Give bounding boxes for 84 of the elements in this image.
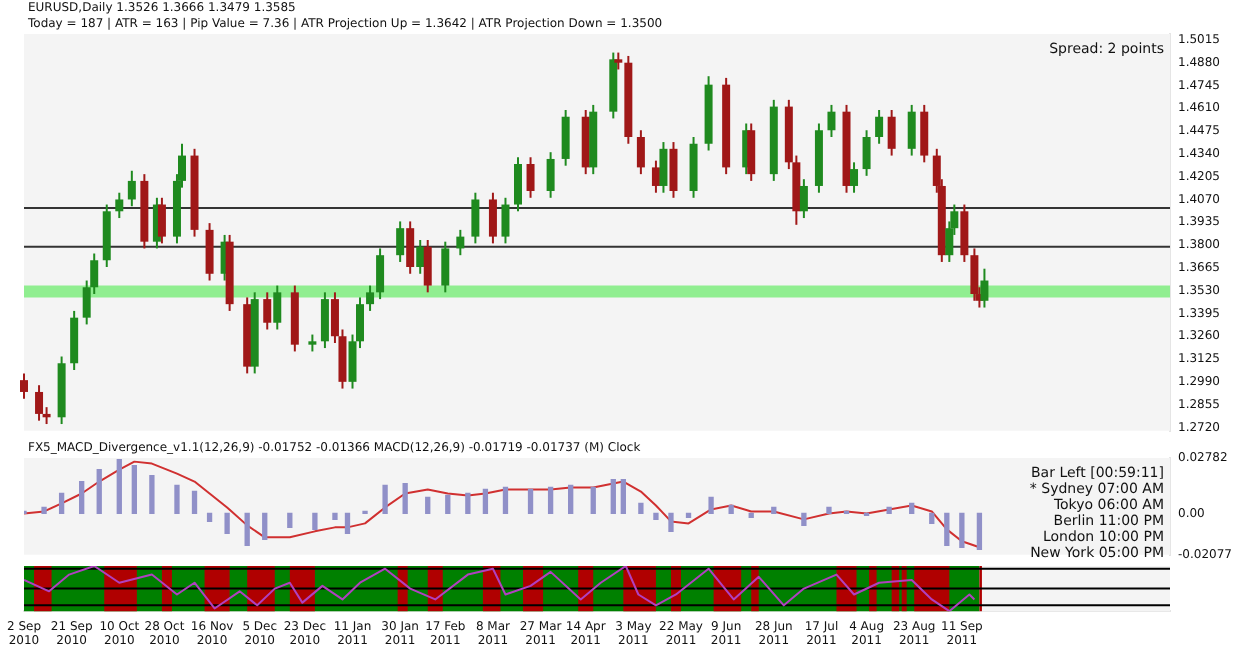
bar [909, 502, 915, 515]
candlestick [471, 191, 480, 245]
candlestick [920, 103, 929, 164]
candlestick [127, 169, 136, 208]
candlestick [747, 122, 756, 182]
candlestick [799, 178, 808, 220]
candlestick [960, 203, 969, 263]
bar [116, 458, 122, 515]
candlestick [35, 384, 44, 422]
bar [801, 512, 807, 527]
bar [527, 488, 534, 515]
bar [191, 490, 198, 515]
candlestick [157, 196, 166, 245]
bar [402, 482, 408, 515]
candlestick [561, 108, 570, 167]
bar [590, 486, 596, 515]
bar [668, 512, 674, 533]
bar [482, 488, 489, 515]
bar [58, 492, 65, 515]
bar [929, 512, 935, 525]
bar [638, 502, 644, 515]
candlestick [456, 228, 465, 257]
candlestick [441, 240, 450, 294]
bar [149, 474, 155, 515]
candlestick [887, 108, 896, 157]
candlestick [20, 372, 28, 400]
bar [41, 506, 47, 515]
bar [287, 512, 293, 529]
candlestick [526, 156, 535, 199]
bar [771, 506, 777, 515]
bar [568, 484, 574, 515]
candlestick [376, 247, 385, 301]
candlestick [320, 291, 329, 350]
bar [653, 512, 659, 521]
bar [244, 512, 250, 546]
candlestick [669, 141, 678, 199]
candlestick [546, 151, 555, 199]
bar [959, 512, 965, 548]
bar [79, 480, 85, 515]
candlestick [366, 284, 375, 312]
bar [425, 496, 431, 515]
bar [445, 494, 451, 515]
bar [332, 512, 338, 521]
bar [502, 486, 509, 515]
candlestick [115, 191, 124, 220]
bar [344, 512, 351, 534]
candlestick [205, 222, 214, 282]
candlestick [263, 291, 272, 331]
bar [708, 496, 714, 515]
candlestick [850, 161, 859, 194]
candlestick [70, 309, 79, 372]
bar [826, 506, 832, 515]
candlestick [907, 103, 916, 157]
candlestick [501, 196, 510, 245]
bar [976, 512, 983, 550]
bar [610, 478, 616, 515]
bar [465, 492, 471, 515]
bar [262, 512, 268, 540]
bar [174, 484, 180, 515]
bar [206, 512, 213, 523]
candlestick [488, 191, 497, 245]
bar [728, 504, 734, 515]
candlestick [416, 239, 425, 275]
candlestick [689, 136, 698, 199]
bar [944, 512, 950, 546]
candlestick [659, 141, 668, 194]
bar [312, 512, 318, 531]
candlestick [636, 129, 645, 176]
bar [547, 486, 554, 515]
bar [131, 464, 137, 515]
bar [382, 484, 388, 515]
candlestick [406, 220, 415, 275]
candlestick [827, 103, 836, 138]
candlestick [396, 220, 405, 263]
candlestick [970, 247, 979, 302]
bar [620, 478, 626, 515]
bar [96, 468, 102, 515]
candlestick [273, 284, 282, 331]
candlestick [423, 239, 432, 294]
bar [224, 512, 230, 534]
candlestick [514, 156, 523, 213]
candlestick [875, 108, 884, 145]
bar [886, 506, 892, 515]
candlestick [862, 129, 871, 177]
